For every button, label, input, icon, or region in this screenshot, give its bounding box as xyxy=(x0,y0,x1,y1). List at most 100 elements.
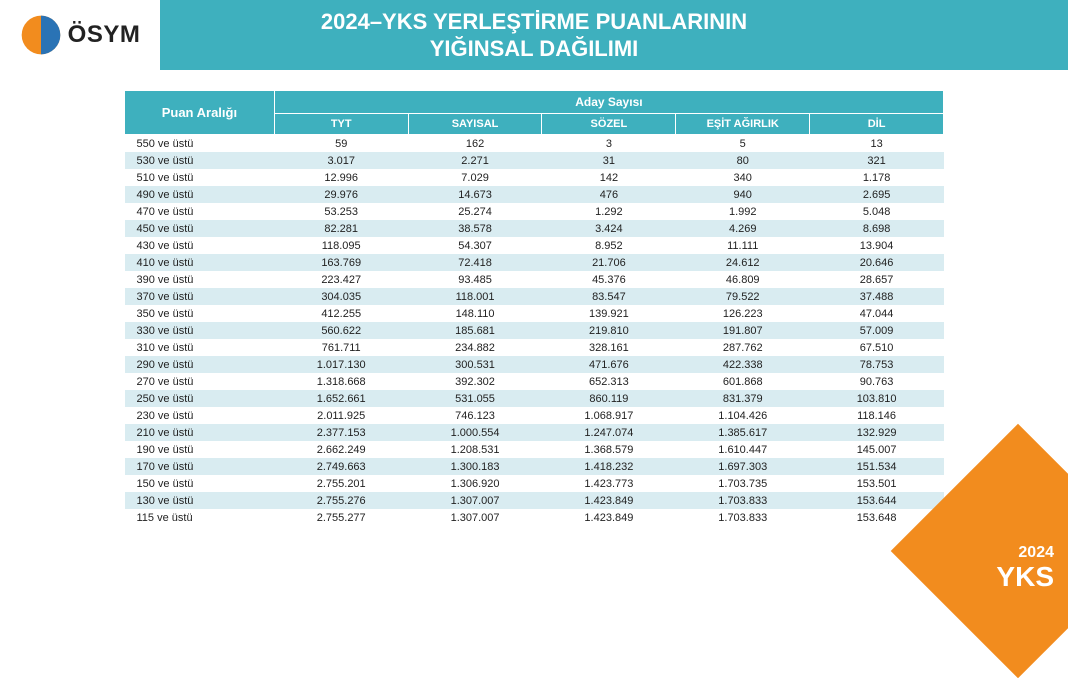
range-cell: 390 ve üstü xyxy=(125,271,275,288)
data-cell: 340 xyxy=(676,169,810,186)
data-cell: 1.423.849 xyxy=(542,492,676,509)
data-cell: 80 xyxy=(676,152,810,169)
table-row: 115 ve üstü2.755.2771.307.0071.423.8491.… xyxy=(125,509,944,526)
range-cell: 115 ve üstü xyxy=(125,509,275,526)
data-cell: 28.657 xyxy=(810,271,944,288)
title-line-1: 2024–YKS YERLEŞTİRME PUANLARININ xyxy=(321,8,747,36)
data-cell: 422.338 xyxy=(676,356,810,373)
data-cell: 1.307.007 xyxy=(408,492,542,509)
data-cell: 53.253 xyxy=(274,203,408,220)
table-row: 170 ve üstü2.749.6631.300.1831.418.2321.… xyxy=(125,458,944,475)
data-cell: 223.427 xyxy=(274,271,408,288)
data-cell: 126.223 xyxy=(676,305,810,322)
data-cell: 1.703.833 xyxy=(676,509,810,526)
range-cell: 510 ve üstü xyxy=(125,169,275,186)
data-cell: 1.307.007 xyxy=(408,509,542,526)
range-cell: 370 ve üstü xyxy=(125,288,275,305)
logo-text: ÖSYM xyxy=(68,21,141,49)
data-cell: 25.274 xyxy=(408,203,542,220)
data-cell: 82.281 xyxy=(274,220,408,237)
data-cell: 5 xyxy=(676,135,810,153)
range-cell: 490 ve üstü xyxy=(125,186,275,203)
table-row: 490 ve üstü29.97614.6734769402.695 xyxy=(125,186,944,203)
col-header-range: Puan Aralığı xyxy=(125,91,275,135)
table-row: 530 ve üstü3.0172.2713180321 xyxy=(125,152,944,169)
range-cell: 250 ve üstü xyxy=(125,390,275,407)
data-cell: 8.952 xyxy=(542,237,676,254)
data-cell: 219.810 xyxy=(542,322,676,339)
data-cell: 4.269 xyxy=(676,220,810,237)
table-row: 370 ve üstü304.035118.00183.54779.52237.… xyxy=(125,288,944,305)
table-row: 430 ve üstü118.09554.3078.95211.11113.90… xyxy=(125,237,944,254)
data-cell: 37.488 xyxy=(810,288,944,305)
table-row: 390 ve üstü223.42793.48545.37646.80928.6… xyxy=(125,271,944,288)
table-row: 410 ve üstü163.76972.41821.70624.61220.6… xyxy=(125,254,944,271)
page-title: 2024–YKS YERLEŞTİRME PUANLARININ YIĞINSA… xyxy=(321,8,747,63)
data-cell: 1.423.773 xyxy=(542,475,676,492)
data-cell: 746.123 xyxy=(408,407,542,424)
data-cell: 185.681 xyxy=(408,322,542,339)
data-cell: 8.698 xyxy=(810,220,944,237)
table-row: 350 ve üstü412.255148.110139.921126.2234… xyxy=(125,305,944,322)
data-cell: 1.208.531 xyxy=(408,441,542,458)
header-band: ÖSYM 2024–YKS YERLEŞTİRME PUANLARININ YI… xyxy=(0,0,1068,70)
data-cell: 31 xyxy=(542,152,676,169)
data-cell: 57.009 xyxy=(810,322,944,339)
data-cell: 13.904 xyxy=(810,237,944,254)
data-cell: 2.755.276 xyxy=(274,492,408,509)
data-cell: 652.313 xyxy=(542,373,676,390)
range-cell: 130 ve üstü xyxy=(125,492,275,509)
range-cell: 330 ve üstü xyxy=(125,322,275,339)
table-row: 310 ve üstü761.711234.882328.161287.7626… xyxy=(125,339,944,356)
data-cell: 1.610.447 xyxy=(676,441,810,458)
data-cell: 11.111 xyxy=(676,237,810,254)
range-cell: 170 ve üstü xyxy=(125,458,275,475)
data-cell: 118.146 xyxy=(810,407,944,424)
data-cell: 118.001 xyxy=(408,288,542,305)
data-cell: 2.011.925 xyxy=(274,407,408,424)
data-cell: 1.000.554 xyxy=(408,424,542,441)
data-cell: 1.652.661 xyxy=(274,390,408,407)
footer-label: 2024 YKS xyxy=(996,545,1054,591)
range-cell: 410 ve üstü xyxy=(125,254,275,271)
data-cell: 163.769 xyxy=(274,254,408,271)
data-cell: 20.646 xyxy=(810,254,944,271)
data-cell: 1.697.303 xyxy=(676,458,810,475)
footer-year: 2024 xyxy=(996,545,1054,562)
data-cell: 79.522 xyxy=(676,288,810,305)
logo-icon xyxy=(20,14,62,56)
data-cell: 1.423.849 xyxy=(542,509,676,526)
data-cell: 13 xyxy=(810,135,944,153)
data-cell: 38.578 xyxy=(408,220,542,237)
table-row: 510 ve üstü12.9967.0291423401.178 xyxy=(125,169,944,186)
data-cell: 1.178 xyxy=(810,169,944,186)
col-header-sayisal: SAYISAL xyxy=(408,114,542,135)
data-cell: 29.976 xyxy=(274,186,408,203)
distribution-table-wrap: Puan Aralığı Aday Sayısı TYTSAYISALSÖZEL… xyxy=(124,90,944,526)
data-cell: 3 xyxy=(542,135,676,153)
data-cell: 1.703.735 xyxy=(676,475,810,492)
distribution-table: Puan Aralığı Aday Sayısı TYTSAYISALSÖZEL… xyxy=(124,90,944,526)
data-cell: 142 xyxy=(542,169,676,186)
data-cell: 1.017.130 xyxy=(274,356,408,373)
data-cell: 531.055 xyxy=(408,390,542,407)
data-cell: 1.104.426 xyxy=(676,407,810,424)
table-row: 230 ve üstü2.011.925746.1231.068.9171.10… xyxy=(125,407,944,424)
data-cell: 47.044 xyxy=(810,305,944,322)
data-cell: 90.763 xyxy=(810,373,944,390)
data-cell: 14.673 xyxy=(408,186,542,203)
col-header-di̇l: DİL xyxy=(810,114,944,135)
data-cell: 1.247.074 xyxy=(542,424,676,441)
data-cell: 59 xyxy=(274,135,408,153)
range-cell: 550 ve üstü xyxy=(125,135,275,153)
data-cell: 153.501 xyxy=(810,475,944,492)
range-cell: 290 ve üstü xyxy=(125,356,275,373)
data-cell: 151.534 xyxy=(810,458,944,475)
data-cell: 287.762 xyxy=(676,339,810,356)
data-cell: 1.306.920 xyxy=(408,475,542,492)
data-cell: 78.753 xyxy=(810,356,944,373)
title-line-2: YIĞINSAL DAĞILIMI xyxy=(321,35,747,63)
data-cell: 601.868 xyxy=(676,373,810,390)
data-cell: 392.302 xyxy=(408,373,542,390)
data-cell: 67.510 xyxy=(810,339,944,356)
